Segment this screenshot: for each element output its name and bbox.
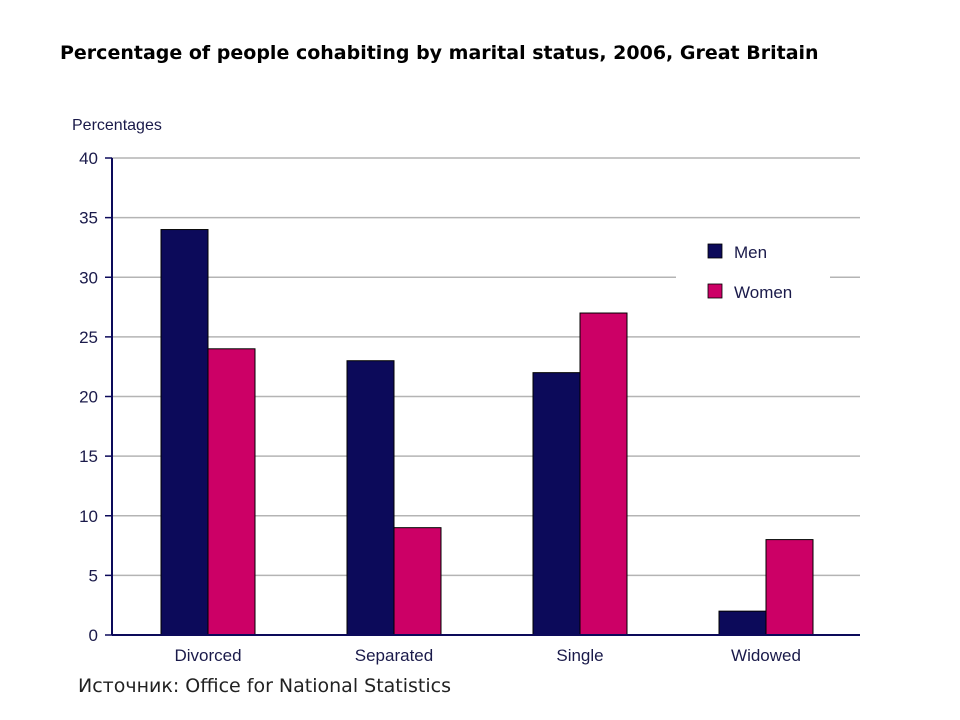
bar-layer [160, 229, 814, 636]
grid-layer [112, 157, 860, 577]
bar-women-single [579, 312, 628, 636]
bar-men-separated [346, 360, 395, 636]
y-tick-label: 5 [89, 566, 98, 585]
bar-women-widowed [765, 539, 814, 636]
x-tick-label: Divorced [174, 646, 241, 665]
y-tick-label: 30 [79, 268, 98, 287]
chart-title: Percentage of people cohabiting by marit… [60, 42, 819, 64]
y-tick-label: 15 [79, 447, 98, 466]
legend-swatch-men [707, 243, 723, 259]
y-tick-label: 40 [79, 149, 98, 168]
legend: Men Women [676, 232, 830, 320]
y-tick-label: 0 [89, 626, 98, 645]
y-tick-label: 10 [79, 507, 98, 526]
y-axis-title: Percentages [72, 117, 162, 134]
legend-label-women: Women [734, 283, 792, 302]
bar-men-widowed [718, 610, 767, 636]
legend-swatch-women [707, 283, 723, 299]
legend-background [676, 232, 830, 320]
legend-label-men: Men [734, 243, 767, 262]
bar-men-single [532, 372, 581, 636]
y-tick-label: 35 [79, 209, 98, 228]
x-tick-label: Single [556, 646, 603, 665]
axis-layer: 0 5 10 15 20 25 30 35 40 Divorced Separated Single W… [79, 149, 860, 665]
bar-women-separated [393, 527, 442, 636]
source-note: Источник: Office for National Statistics [78, 675, 451, 697]
y-tick-label: 25 [79, 328, 98, 347]
bar-women-divorced [207, 348, 256, 636]
bar-men-divorced [160, 229, 209, 636]
y-tick-label: 20 [79, 388, 98, 407]
x-tick-label: Widowed [731, 646, 801, 665]
x-tick-label: Separated [355, 646, 433, 665]
